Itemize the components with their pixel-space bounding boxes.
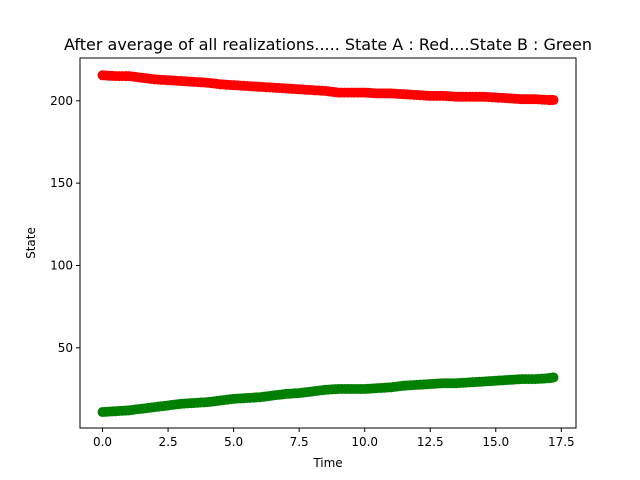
y-axis-label: State bbox=[24, 227, 38, 259]
x-tick-label: 17.5 bbox=[548, 435, 575, 449]
x-axis-label: Time bbox=[312, 456, 342, 470]
x-tick-label: 7.5 bbox=[290, 435, 309, 449]
x-tick-label: 0.0 bbox=[93, 435, 112, 449]
state-b-point bbox=[548, 372, 559, 383]
x-tick-label: 12.5 bbox=[417, 435, 444, 449]
y-tick-label: 150 bbox=[50, 176, 73, 190]
x-tick-label: 2.5 bbox=[159, 435, 178, 449]
x-tick-label: 5.0 bbox=[224, 435, 243, 449]
chart-title: After average of all realizations..... S… bbox=[64, 35, 592, 54]
ticks-layer: 0.0 2.5 5.0 7.5 10.0 12.5 15.0 17.5 50 100 150 200 bbox=[50, 94, 575, 449]
plot-area bbox=[80, 58, 576, 428]
x-tick-label: 15.0 bbox=[482, 435, 509, 449]
y-tick-label: 200 bbox=[50, 94, 73, 108]
y-tick-label: 50 bbox=[58, 341, 73, 355]
marks-layer bbox=[97, 70, 559, 418]
plot-frame bbox=[79, 57, 577, 429]
y-tick-label: 100 bbox=[50, 258, 73, 272]
state-a-point bbox=[548, 94, 559, 105]
x-tick-label: 10.0 bbox=[351, 435, 378, 449]
